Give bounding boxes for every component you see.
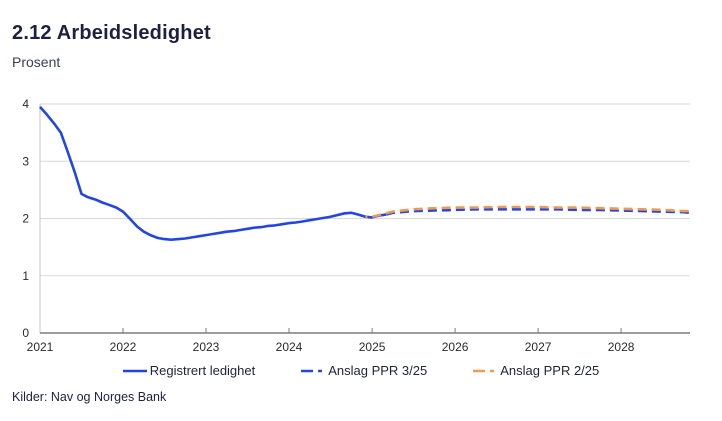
legend-item-anslag-ppr-3-25[interactable]: Anslag PPR 3/25 <box>301 363 427 378</box>
series-registrert-ledighet <box>39 106 387 241</box>
y-tick-label: 1 <box>22 269 29 283</box>
series-anslag-ppr-2-25 <box>365 205 690 219</box>
legend: Registrert ledighet Anslag PPR 3/25 Ansl… <box>0 363 722 378</box>
x-tick-label: 2027 <box>525 340 552 354</box>
chart-subtitle: Prosent <box>12 54 61 70</box>
y-tick-label: 4 <box>22 97 29 111</box>
solid-line-marker-icon <box>122 368 147 374</box>
y-tick-label: 3 <box>22 154 29 168</box>
y-tick-label: 2 <box>22 212 29 226</box>
dashed-line-marker-icon <box>473 368 498 374</box>
x-tick-label: 2023 <box>193 340 220 354</box>
chart-title: 2.12 Arbeidsledighet <box>12 22 211 44</box>
legend-item-anslag-ppr-2-25[interactable]: Anslag PPR 2/25 <box>473 363 599 378</box>
x-tick-label: 2026 <box>442 340 469 354</box>
x-tick-label: 2021 <box>27 340 54 354</box>
source-note: Kilder: Nav og Norges Bank <box>12 390 167 404</box>
legend-label: Anslag PPR 3/25 <box>328 363 428 378</box>
legend-label: Anslag PPR 2/25 <box>500 363 600 378</box>
legend-label: Registrert ledighet <box>149 363 256 378</box>
x-tick-label: 2028 <box>608 340 635 354</box>
x-tick-label: 2022 <box>110 340 137 354</box>
x-tick-label: 2025 <box>359 340 386 354</box>
chart-area: 0 1 2 3 4 2021 2022 2023 2024 2025 2026 2027 2028 <box>0 85 722 362</box>
legend-item-registrert-ledighet[interactable]: Registrert ledighet <box>122 363 256 378</box>
x-tick-label: 2024 <box>276 340 303 354</box>
y-tick-label: 0 <box>22 326 29 340</box>
dashed-line-marker-icon <box>301 368 326 374</box>
